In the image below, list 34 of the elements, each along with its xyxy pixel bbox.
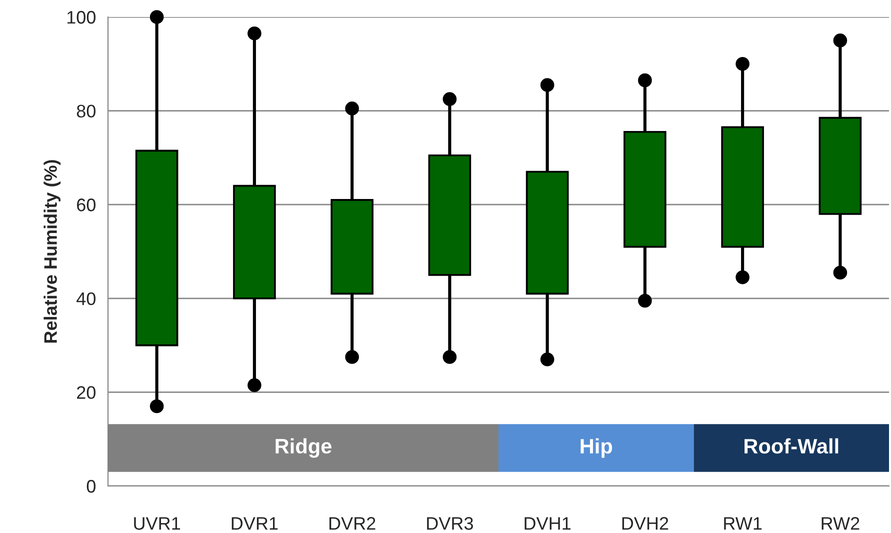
x-tick-label: DVR2	[329, 517, 376, 530]
x-tick-label: RW2	[822, 517, 860, 530]
x-tick-label: UVR1	[134, 517, 180, 530]
y-tick-label: 100	[67, 10, 96, 24]
y-axis-title: Relative Humidity (%)	[44, 160, 61, 343]
point	[248, 378, 262, 392]
y-tick-label: 20	[77, 386, 96, 399]
point	[345, 350, 359, 364]
x-tick-label: DVR1	[232, 517, 278, 530]
point	[345, 102, 359, 116]
y-tick-label: 80	[76, 104, 96, 118]
point	[833, 266, 848, 280]
point	[150, 399, 164, 414]
band-label: Hip	[580, 438, 612, 458]
point	[638, 294, 652, 308]
x-tick-label: DVH2	[622, 517, 668, 530]
x-tick-label: DVH1	[524, 517, 571, 530]
y-tick-label: 0	[86, 480, 96, 493]
x-tick-label: DVR3	[427, 517, 473, 530]
point	[833, 34, 848, 48]
point	[248, 26, 262, 40]
point	[442, 92, 457, 106]
point	[150, 10, 164, 24]
point	[638, 73, 652, 88]
band-label: Ridge	[276, 438, 332, 458]
point	[540, 352, 554, 366]
band-label: Roof-Wall	[744, 438, 838, 454]
y-tick-label: 40	[76, 292, 96, 306]
x-tick-label: RW1	[724, 517, 762, 530]
point	[736, 270, 750, 284]
point	[540, 78, 554, 92]
point	[442, 350, 457, 364]
point	[736, 56, 750, 71]
y-tick-label: 60	[77, 198, 96, 212]
